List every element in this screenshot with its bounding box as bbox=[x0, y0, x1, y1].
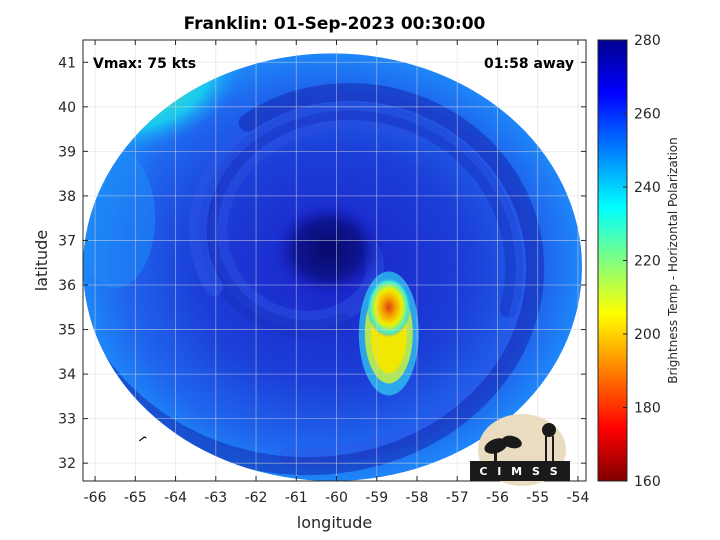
logo-dish-2 bbox=[502, 435, 522, 449]
x-tick-label: -56 bbox=[486, 490, 509, 506]
y-tick-label: 37 bbox=[58, 233, 76, 249]
convective-core bbox=[366, 277, 411, 338]
logo-tower-leg-1 bbox=[545, 436, 547, 462]
colorbar-tick-label: 240 bbox=[634, 180, 661, 196]
y-tick-label: 41 bbox=[58, 55, 76, 71]
y-tick-label: 32 bbox=[58, 456, 76, 472]
x-tick-label: -61 bbox=[285, 490, 308, 506]
cimss-logo: C I M S S bbox=[470, 414, 570, 486]
spiral-band bbox=[188, 92, 534, 466]
colorbar-label: Brightness Temp - Horizontal Polarizatio… bbox=[666, 137, 680, 384]
x-tick-label: -64 bbox=[164, 490, 187, 506]
y-tick-label: 39 bbox=[58, 144, 76, 160]
x-tick-label: -60 bbox=[325, 490, 348, 506]
y-tick-label: 40 bbox=[58, 100, 76, 116]
colorbar-tick-label: 220 bbox=[634, 254, 661, 270]
x-tick-label: -58 bbox=[406, 490, 429, 506]
x-tick-label: -55 bbox=[526, 490, 549, 506]
spiral-band bbox=[199, 101, 524, 339]
logo-dish-stand bbox=[494, 450, 497, 462]
logo-dish-1 bbox=[484, 438, 508, 454]
chart-title: Franklin: 01-Sep-2023 00:30:00 bbox=[184, 14, 486, 34]
time-away-annotation: 01:58 away bbox=[484, 56, 574, 72]
x-tick-label: -62 bbox=[245, 490, 268, 506]
x-tick-label: -65 bbox=[124, 490, 147, 506]
spiral-band bbox=[83, 82, 545, 476]
logo-tower-leg-2 bbox=[552, 436, 554, 462]
logo-banner bbox=[470, 461, 570, 481]
grid bbox=[83, 40, 586, 481]
colorbar-tick-label: 260 bbox=[634, 107, 661, 123]
y-axis-label: latitude bbox=[32, 230, 51, 291]
plot-frame bbox=[82, 39, 587, 482]
colorbar-tick-label: 200 bbox=[634, 327, 661, 343]
colorbar-scale bbox=[597, 39, 628, 482]
x-tick-label: -57 bbox=[446, 490, 469, 506]
x-tick-label: -66 bbox=[84, 490, 107, 506]
x-tick-label: -59 bbox=[365, 490, 388, 506]
colorbar-tick-label: 160 bbox=[634, 474, 661, 490]
logo-text: C I M S S bbox=[479, 465, 560, 478]
y-tick-label: 33 bbox=[58, 412, 76, 428]
x-tick-label: -63 bbox=[204, 490, 227, 506]
vmax-annotation: Vmax: 75 kts bbox=[93, 56, 196, 72]
colorbar-tick-label: 180 bbox=[634, 401, 661, 417]
logo-tower-tank bbox=[542, 423, 556, 437]
y-tick-label: 35 bbox=[58, 323, 76, 339]
storm-eye bbox=[273, 201, 384, 298]
x-axis-label: longitude bbox=[297, 513, 372, 532]
x-tick-label: -54 bbox=[567, 490, 590, 506]
y-tick-label: 36 bbox=[58, 278, 76, 294]
colorbar: 160 180 200 220 240 260 280 Brightness Temp - H… bbox=[597, 33, 680, 490]
y-tick-label: 34 bbox=[58, 367, 76, 383]
axes: -66 -65 -64 -63 -62 -61 -60 -59 -58 -57 -56 -55 -54 3… bbox=[58, 39, 590, 506]
y-tick-label: 38 bbox=[58, 189, 76, 205]
colorbar-tick-label: 280 bbox=[634, 33, 661, 49]
coastline-mark bbox=[138, 436, 147, 442]
